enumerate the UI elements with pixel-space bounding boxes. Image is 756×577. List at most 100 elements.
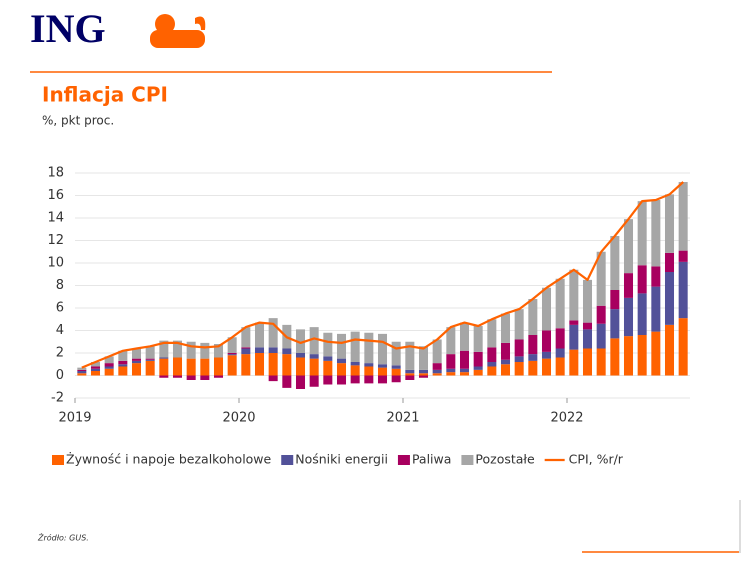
bar-segment bbox=[172, 357, 183, 376]
bar-segment bbox=[487, 362, 497, 367]
bar-segment bbox=[268, 347, 278, 353]
bar-segment bbox=[664, 324, 675, 376]
bar-segment bbox=[118, 350, 128, 361]
bar-segment bbox=[350, 362, 360, 366]
bar-segment bbox=[651, 200, 661, 267]
bar-segment bbox=[623, 273, 634, 298]
bar-segment bbox=[514, 356, 524, 362]
bar-segment bbox=[405, 375, 415, 380]
bar-segment bbox=[678, 318, 688, 376]
bar-segment bbox=[528, 360, 538, 376]
bar-segment bbox=[555, 278, 565, 329]
bar-segment bbox=[364, 363, 374, 367]
bar-segment bbox=[118, 360, 128, 365]
bar-segment bbox=[637, 335, 647, 376]
bar-segment bbox=[541, 330, 552, 352]
bar-segment bbox=[309, 327, 319, 355]
bar-segment bbox=[487, 366, 497, 376]
bar-segment bbox=[241, 347, 251, 349]
y-tick-label: 2 bbox=[56, 346, 64, 361]
bar-segment bbox=[336, 333, 347, 359]
bar-segment bbox=[651, 266, 661, 287]
bar-segment bbox=[213, 357, 224, 376]
bar-segment bbox=[514, 362, 524, 376]
bar-segment bbox=[282, 375, 292, 388]
bar-segment bbox=[77, 369, 87, 371]
bar-segment bbox=[145, 346, 155, 359]
bar-segment bbox=[473, 351, 483, 367]
bar-segment bbox=[596, 323, 606, 349]
bar-segment bbox=[309, 375, 319, 387]
bar-segment bbox=[446, 368, 456, 373]
bar-segment bbox=[678, 182, 688, 251]
bar-segment bbox=[678, 250, 688, 262]
bar-segment bbox=[364, 375, 374, 384]
bar-segment bbox=[282, 354, 292, 376]
bar-segment bbox=[459, 350, 470, 369]
bar-segment bbox=[405, 341, 415, 370]
bar-segment bbox=[77, 371, 87, 374]
bar-segment bbox=[364, 366, 374, 376]
bar-segment bbox=[159, 340, 169, 358]
bar-segment bbox=[569, 349, 579, 376]
bar-segment bbox=[350, 365, 360, 376]
bar-segment bbox=[309, 358, 319, 376]
y-tick-label: 4 bbox=[56, 323, 64, 338]
bar-segment bbox=[336, 363, 347, 376]
bar-segment bbox=[241, 354, 251, 376]
bar-segment bbox=[227, 353, 237, 355]
bar-segment bbox=[487, 347, 497, 362]
bar-segment bbox=[528, 354, 538, 361]
bar-segment bbox=[131, 358, 142, 361]
bar-segment bbox=[569, 324, 579, 350]
bar-segment bbox=[637, 201, 647, 266]
bar-segment bbox=[446, 327, 456, 355]
bar-segment bbox=[172, 375, 183, 378]
bar-segment bbox=[405, 369, 415, 374]
bar-segment bbox=[541, 358, 552, 376]
y-tick-label: -2 bbox=[51, 391, 64, 406]
lion-logo bbox=[150, 14, 206, 48]
bar-segment bbox=[473, 369, 483, 376]
bar-segment bbox=[446, 354, 456, 369]
bar-segment bbox=[500, 313, 511, 343]
bar-segment bbox=[323, 360, 333, 376]
bar-segment bbox=[418, 369, 429, 374]
chart-subtitle: %, pkt proc. bbox=[42, 114, 114, 128]
bar-segment bbox=[186, 375, 196, 380]
bar-segment bbox=[295, 375, 306, 389]
bar-segment bbox=[241, 327, 251, 348]
bar-segment bbox=[159, 357, 169, 359]
bar-segment bbox=[241, 348, 251, 355]
bar-segment bbox=[391, 375, 401, 383]
bar-segment bbox=[90, 362, 101, 367]
legend-label: Pozostałe bbox=[475, 452, 535, 467]
bar-segment bbox=[131, 363, 142, 376]
bar-segment bbox=[323, 332, 333, 357]
logo: ING bbox=[30, 6, 106, 51]
bar-segment bbox=[528, 335, 538, 355]
bar-segment bbox=[473, 366, 483, 370]
bar-segment bbox=[118, 364, 128, 367]
bar-segment bbox=[104, 356, 114, 364]
bar-segment bbox=[90, 366, 101, 369]
bar-segment bbox=[432, 339, 442, 364]
bar-segment bbox=[541, 351, 552, 359]
legend-label: Żywność i napoje bezalkoholowe bbox=[66, 452, 272, 467]
bar-segment bbox=[77, 373, 87, 376]
bar-segment bbox=[555, 348, 565, 358]
bar-segment bbox=[377, 375, 388, 384]
y-tick-label: 12 bbox=[47, 233, 64, 248]
x-tick-label: 2021 bbox=[386, 411, 419, 426]
bar-segment bbox=[664, 252, 675, 272]
bar-segment bbox=[651, 286, 661, 332]
bar-segment bbox=[336, 375, 347, 385]
bar-segment bbox=[432, 373, 442, 376]
bar-segment bbox=[377, 333, 388, 365]
bar-segment bbox=[541, 287, 552, 331]
bar-segment bbox=[213, 344, 224, 358]
y-tick-label: 16 bbox=[47, 188, 64, 203]
bar-segment bbox=[446, 372, 456, 376]
bar-segment bbox=[350, 331, 360, 362]
